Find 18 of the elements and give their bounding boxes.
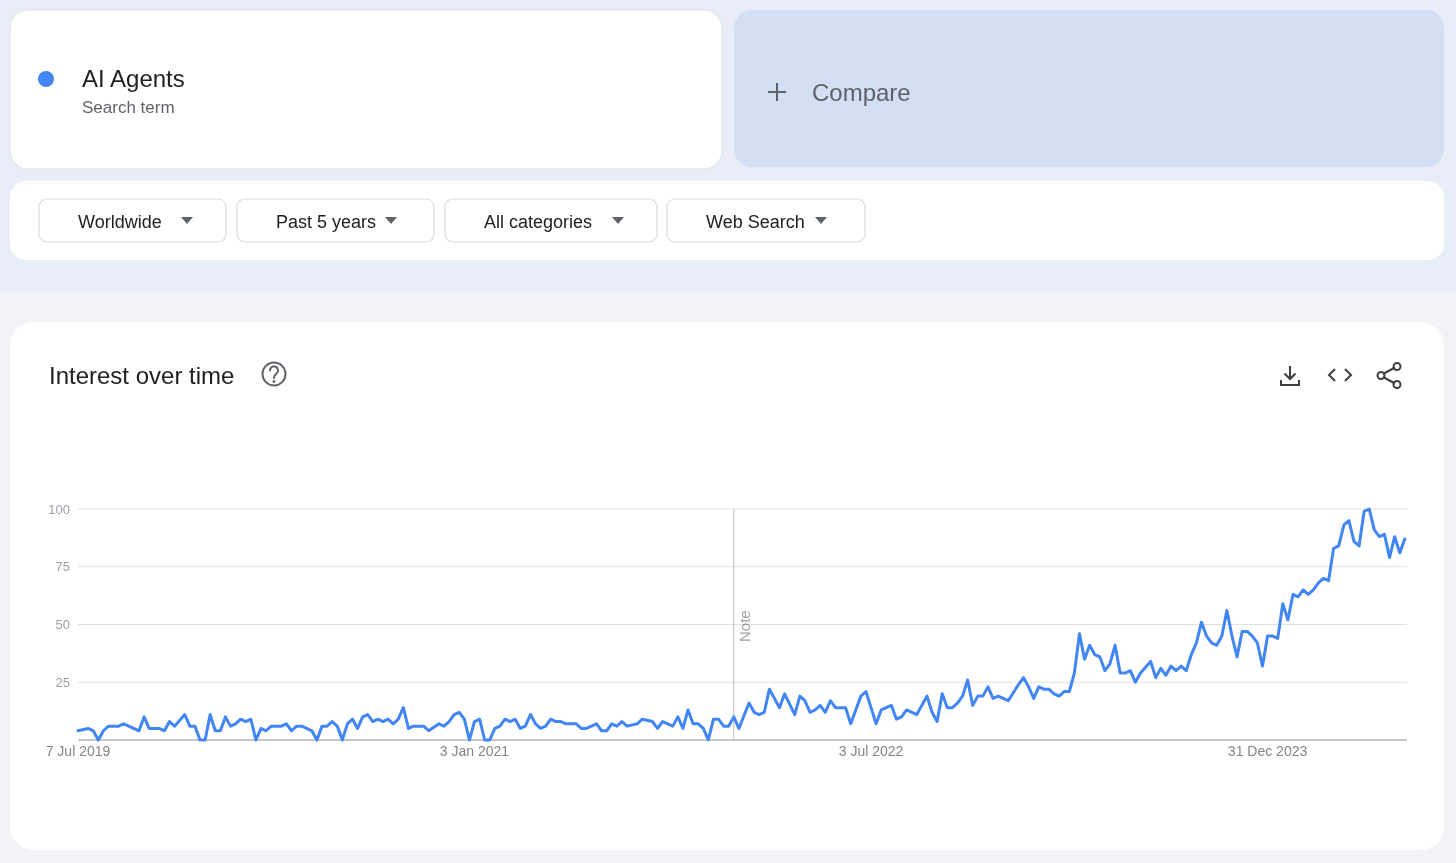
line-series [76, 507, 1407, 742]
y-tick-label: 25 [55, 674, 70, 690]
x-tick-label: 31 Dec 2023 [1227, 743, 1308, 759]
legend-label: AI Agents [82, 65, 185, 92]
text: Worldwide [78, 212, 162, 232]
x-tick-label: 7 Jul 2019 [45, 743, 111, 759]
text: Past 5 years [276, 212, 377, 232]
text: All categories [484, 212, 593, 232]
y-tick-label: 50 [55, 617, 70, 633]
ref-line-label: Note [735, 610, 753, 642]
text: Search term [82, 98, 175, 117]
y-tick-label: 100 [48, 501, 70, 517]
text: Compare [812, 79, 911, 106]
y-tick-label: 75 [55, 559, 70, 575]
text: Web Search [706, 212, 805, 232]
x-tick-label: 3 Jul 2022 [838, 743, 904, 759]
x-tick-label: 3 Jan 2021 [439, 743, 510, 759]
chart-title: Interest over time [49, 362, 235, 389]
